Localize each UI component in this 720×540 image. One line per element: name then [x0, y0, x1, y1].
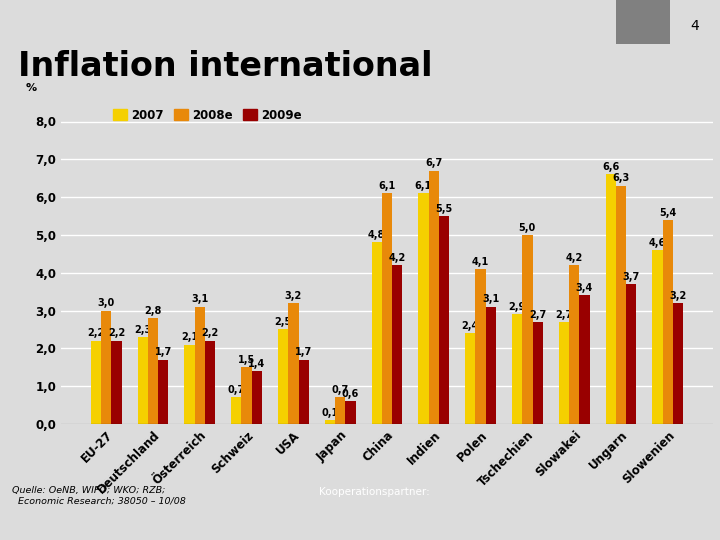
- Bar: [325, 420, 335, 424]
- Bar: [231, 397, 241, 424]
- Bar: [252, 371, 262, 424]
- Bar: [533, 322, 543, 424]
- Text: 6,1: 6,1: [379, 181, 395, 191]
- Bar: [522, 235, 533, 424]
- Bar: [616, 186, 626, 424]
- Bar: [299, 360, 309, 424]
- Bar: [184, 345, 194, 424]
- Text: 4,2: 4,2: [565, 253, 582, 263]
- Text: 3,1: 3,1: [192, 294, 209, 305]
- Text: 3,4: 3,4: [576, 283, 593, 293]
- Bar: [512, 314, 522, 424]
- Bar: [580, 295, 590, 424]
- Bar: [652, 250, 662, 424]
- Text: 2,1: 2,1: [181, 332, 198, 342]
- Bar: [205, 341, 215, 424]
- Text: %: %: [25, 83, 37, 93]
- Text: 3,0: 3,0: [98, 298, 115, 308]
- Bar: [439, 216, 449, 424]
- Bar: [346, 401, 356, 424]
- Text: 1,7: 1,7: [155, 347, 172, 357]
- Text: 2,2: 2,2: [87, 328, 104, 339]
- Text: 0,6: 0,6: [342, 389, 359, 399]
- Text: 3,1: 3,1: [482, 294, 500, 305]
- Bar: [606, 174, 616, 424]
- Text: 6,7: 6,7: [426, 158, 442, 168]
- Bar: [194, 307, 205, 424]
- Bar: [112, 341, 122, 424]
- Text: 0,1: 0,1: [321, 408, 338, 418]
- Bar: [278, 329, 288, 424]
- Text: 5,4: 5,4: [659, 207, 676, 218]
- Text: 0,7: 0,7: [332, 385, 348, 395]
- Text: 2,7: 2,7: [555, 309, 572, 320]
- Bar: [382, 193, 392, 424]
- Bar: [662, 220, 673, 424]
- Text: 3,2: 3,2: [670, 291, 687, 301]
- Text: 4,2: 4,2: [389, 253, 406, 263]
- Text: 2,8: 2,8: [145, 306, 162, 316]
- Text: 6,1: 6,1: [415, 181, 432, 191]
- FancyBboxPatch shape: [616, 0, 670, 44]
- Text: Kooperationspartner:: Kooperationspartner:: [319, 488, 430, 497]
- Text: 5,0: 5,0: [518, 222, 536, 233]
- Text: 4,8: 4,8: [368, 230, 385, 240]
- Bar: [465, 333, 475, 424]
- Bar: [372, 242, 382, 424]
- Text: 6,6: 6,6: [602, 162, 619, 172]
- Text: 1,7: 1,7: [295, 347, 312, 357]
- Bar: [559, 322, 569, 424]
- Bar: [101, 310, 112, 424]
- Text: 4,1: 4,1: [472, 256, 489, 267]
- Bar: [428, 171, 439, 424]
- Text: 5,5: 5,5: [436, 204, 453, 214]
- Text: 2,2: 2,2: [108, 328, 125, 339]
- Text: 2,3: 2,3: [134, 325, 151, 335]
- Text: 2,7: 2,7: [529, 309, 546, 320]
- Text: 3,2: 3,2: [285, 291, 302, 301]
- Text: 2,4: 2,4: [462, 321, 479, 331]
- Text: 1,4: 1,4: [248, 359, 266, 369]
- Text: 4: 4: [690, 19, 699, 33]
- Text: 6,3: 6,3: [612, 173, 629, 184]
- Bar: [392, 265, 402, 424]
- Text: 4,6: 4,6: [649, 238, 666, 248]
- Text: 2,9: 2,9: [508, 302, 526, 312]
- Bar: [288, 303, 299, 424]
- Bar: [158, 360, 168, 424]
- Bar: [138, 337, 148, 424]
- Text: Quelle: OeNB, WIFO; WKO; RZB;
  Economic Research; 38050 – 10/08: Quelle: OeNB, WIFO; WKO; RZB; Economic R…: [12, 487, 186, 506]
- Bar: [241, 367, 252, 424]
- Legend: 2007, 2008e, 2009e: 2007, 2008e, 2009e: [113, 109, 302, 122]
- Text: 2,5: 2,5: [274, 317, 292, 327]
- Bar: [626, 284, 636, 424]
- Text: Inflation international: Inflation international: [18, 50, 433, 83]
- Bar: [91, 341, 101, 424]
- Bar: [486, 307, 496, 424]
- Bar: [148, 318, 158, 424]
- Text: 1,5: 1,5: [238, 355, 256, 365]
- Bar: [335, 397, 346, 424]
- Text: 3,7: 3,7: [623, 272, 640, 282]
- Bar: [418, 193, 428, 424]
- Bar: [475, 269, 486, 424]
- Text: 0,7: 0,7: [228, 385, 245, 395]
- Text: 2,2: 2,2: [202, 328, 219, 339]
- Bar: [569, 265, 580, 424]
- Bar: [673, 303, 683, 424]
